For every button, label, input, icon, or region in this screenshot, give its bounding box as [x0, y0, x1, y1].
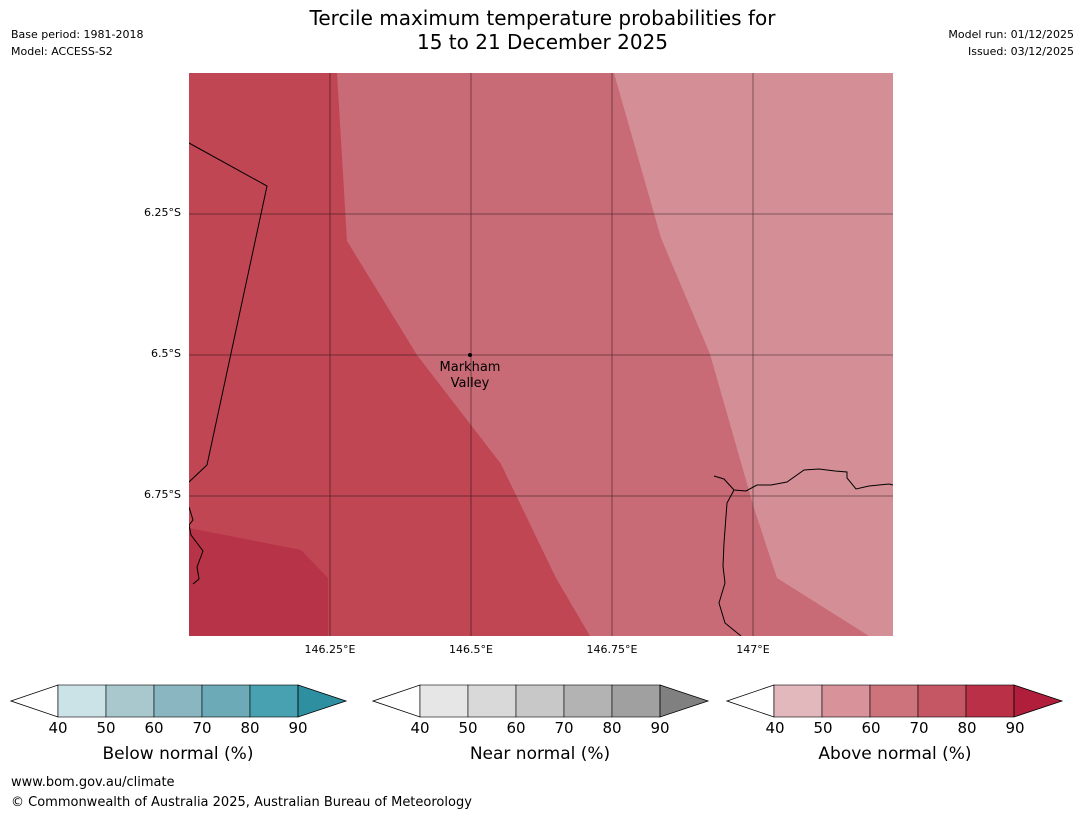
lat-label-1: 6.25°S [144, 206, 181, 219]
cb1-tick-80: 80 [602, 719, 622, 737]
header-meta-left: Base period: 1981-2018 Model: ACCESS-S2 [11, 26, 143, 60]
cb0-segment-0 [57, 684, 107, 718]
cb2-tick-50: 50 [813, 719, 833, 737]
cb1-segment-3 [563, 684, 613, 718]
place-label-line1: Markham [439, 360, 501, 375]
cb0-segment-4 [249, 684, 299, 718]
cb0-segment-2 [153, 684, 203, 718]
lon-label-4: 147°E [736, 643, 770, 656]
cb2-tick-90: 90 [1005, 719, 1025, 737]
place-label-line2: Valley [450, 376, 490, 391]
colorbar-below-label: Below normal (%) [102, 744, 254, 764]
markham-valley-marker [468, 353, 472, 357]
lon-label-3: 146.75°E [586, 643, 638, 656]
model-run-text: Model run: 01/12/2025 [948, 28, 1074, 41]
cb0-tick-60: 60 [144, 719, 164, 737]
cb2-right-extension [1013, 684, 1064, 718]
graticule [189, 73, 893, 636]
cb0-tick-40: 40 [48, 719, 68, 737]
title-line-1: Tercile maximum temperature probabilitie… [309, 6, 776, 30]
cb1-left-extension [371, 684, 421, 718]
lat-label-3: 6.75°S [144, 488, 181, 501]
cb1-segment-0 [419, 684, 469, 718]
cb0-tick-50: 50 [96, 719, 116, 737]
cb1-segment-2 [515, 684, 565, 718]
cb2-tick-80: 80 [957, 719, 977, 737]
colorbar-below-svg [9, 684, 348, 718]
cb0-segment-3 [201, 684, 251, 718]
cb1-right-extension [659, 684, 710, 718]
colorbar-above-label: Above normal (%) [818, 744, 972, 764]
cb2-tick-70: 70 [909, 719, 929, 737]
lon-label-1: 146.25°E [304, 643, 356, 656]
cb1-tick-60: 60 [506, 719, 526, 737]
cb0-tick-80: 80 [240, 719, 260, 737]
base-period-text: Base period: 1981-2018 [11, 28, 144, 41]
colorbar-above-normal [725, 684, 1066, 722]
cb2-segment-3 [917, 684, 967, 718]
model-text: Model: ACCESS-S2 [11, 45, 113, 58]
cb2-segment-0 [773, 684, 823, 718]
cb2-segment-4 [965, 684, 1015, 718]
zone-above-90 [189, 528, 328, 636]
issued-text: Issued: 03/12/2025 [967, 45, 1074, 58]
cb1-tick-90: 90 [650, 719, 670, 737]
colorbar-near-normal [371, 684, 712, 722]
cb1-tick-70: 70 [554, 719, 574, 737]
place-label: Markham Valley [410, 360, 530, 392]
colorbar-below-normal [9, 684, 350, 722]
colorbar-above-svg [725, 684, 1064, 718]
cb0-left-extension [9, 684, 59, 718]
lon-label-2: 146.5°E [449, 643, 493, 656]
probability-map[interactable]: Markham Valley [188, 73, 894, 637]
lat-label-2: 6.5°S [151, 347, 181, 360]
cb0-right-extension [297, 684, 348, 718]
cb0-tick-70: 70 [192, 719, 212, 737]
footer-url[interactable]: www.bom.gov.au/climate [11, 775, 175, 790]
cb1-tick-40: 40 [410, 719, 430, 737]
cb1-tick-50: 50 [458, 719, 478, 737]
footer-copyright: © Commonwealth of Australia 2025, Austra… [11, 795, 472, 810]
title-line-2: 15 to 21 December 2025 [416, 30, 668, 54]
cb1-segment-4 [611, 684, 661, 718]
cb0-tick-90: 90 [288, 719, 308, 737]
map-title: Tercile maximum temperature probabilitie… [0, 6, 1085, 54]
colorbar-near-label: Near normal (%) [469, 744, 611, 764]
coastline [188, 142, 894, 637]
cb2-tick-60: 60 [861, 719, 881, 737]
cb2-tick-40: 40 [765, 719, 785, 737]
cb0-segment-1 [105, 684, 155, 718]
cb1-segment-1 [467, 684, 517, 718]
cb2-segment-1 [821, 684, 871, 718]
header-meta-right: Model run: 01/12/2025 Issued: 03/12/2025 [948, 26, 1074, 60]
cb2-left-extension [725, 684, 775, 718]
cb2-segment-2 [869, 684, 919, 718]
map-svg [188, 73, 894, 637]
colorbar-near-svg [371, 684, 710, 718]
